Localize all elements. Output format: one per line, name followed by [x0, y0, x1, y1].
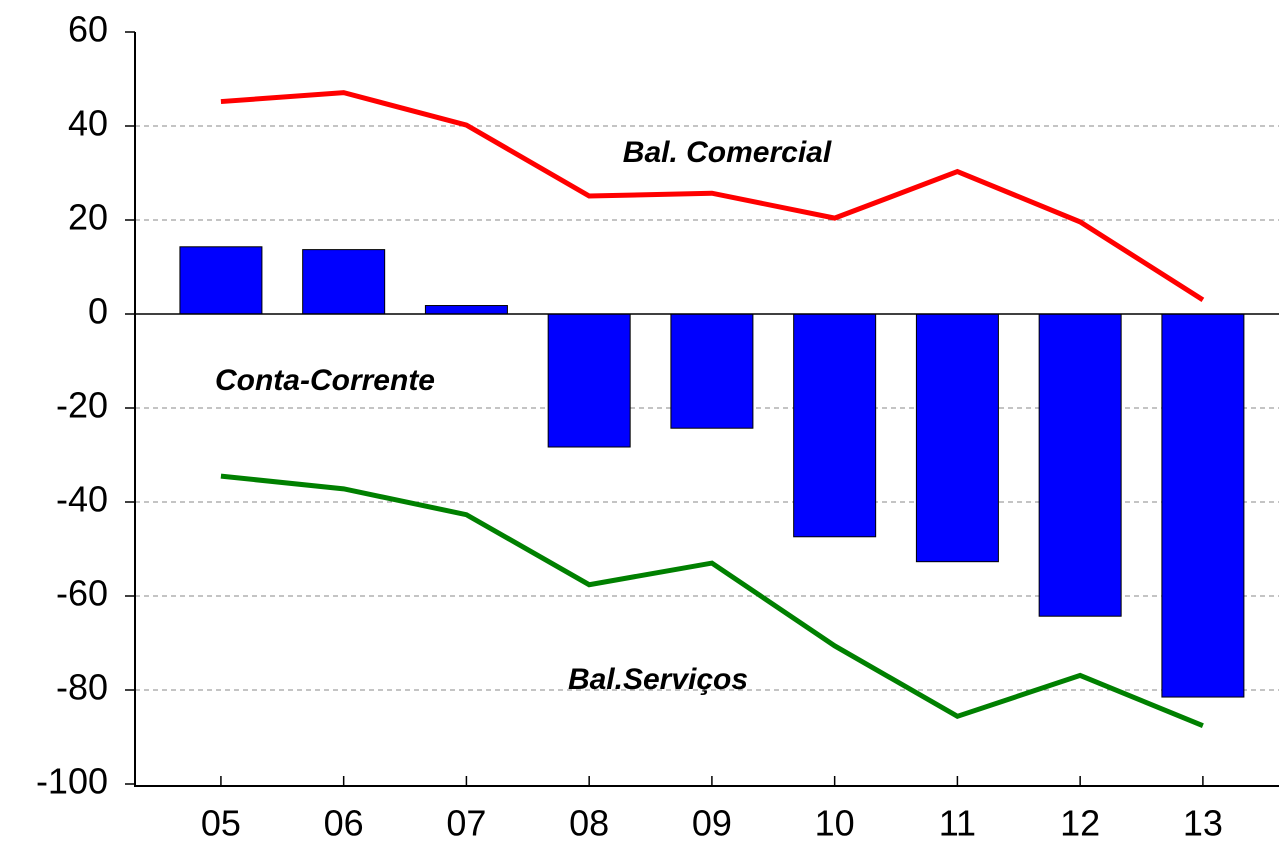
x-tick-label: 10	[815, 803, 855, 844]
y-tick-label: 20	[68, 197, 108, 238]
x-tick-label: 07	[446, 803, 486, 844]
line	[220, 90, 1205, 303]
bar	[547, 313, 631, 448]
x-tick-label: 05	[201, 803, 241, 844]
y-tick-label: -60	[56, 573, 108, 614]
y-tick-label: -80	[56, 667, 108, 708]
y-tick-label: -40	[56, 479, 108, 520]
x-tick-label: 13	[1183, 803, 1223, 844]
x-tick-label: 08	[569, 803, 609, 844]
y-tick-label: 0	[88, 291, 108, 332]
x-tick-label: 11	[939, 803, 976, 844]
bar	[424, 305, 508, 315]
bar	[915, 313, 999, 563]
x-tick-label: 06	[324, 803, 364, 844]
x-tick-label: 12	[1060, 803, 1100, 844]
bar	[670, 313, 754, 429]
y-tick-label: -100	[36, 761, 108, 802]
bar	[1161, 313, 1245, 698]
y-tick-label: -20	[56, 385, 108, 426]
bar	[793, 313, 877, 538]
series-label: Conta-Corrente	[215, 364, 435, 397]
x-tick-label: 09	[692, 803, 732, 844]
bar	[1038, 313, 1122, 617]
series-label: Bal.Serviços	[568, 663, 748, 696]
series-label: Bal. Comercial	[623, 136, 832, 169]
bar	[179, 246, 263, 315]
y-tick-label: 40	[68, 103, 108, 144]
y-tick-label: 60	[68, 9, 108, 50]
line	[220, 473, 1204, 729]
bar	[302, 249, 386, 315]
